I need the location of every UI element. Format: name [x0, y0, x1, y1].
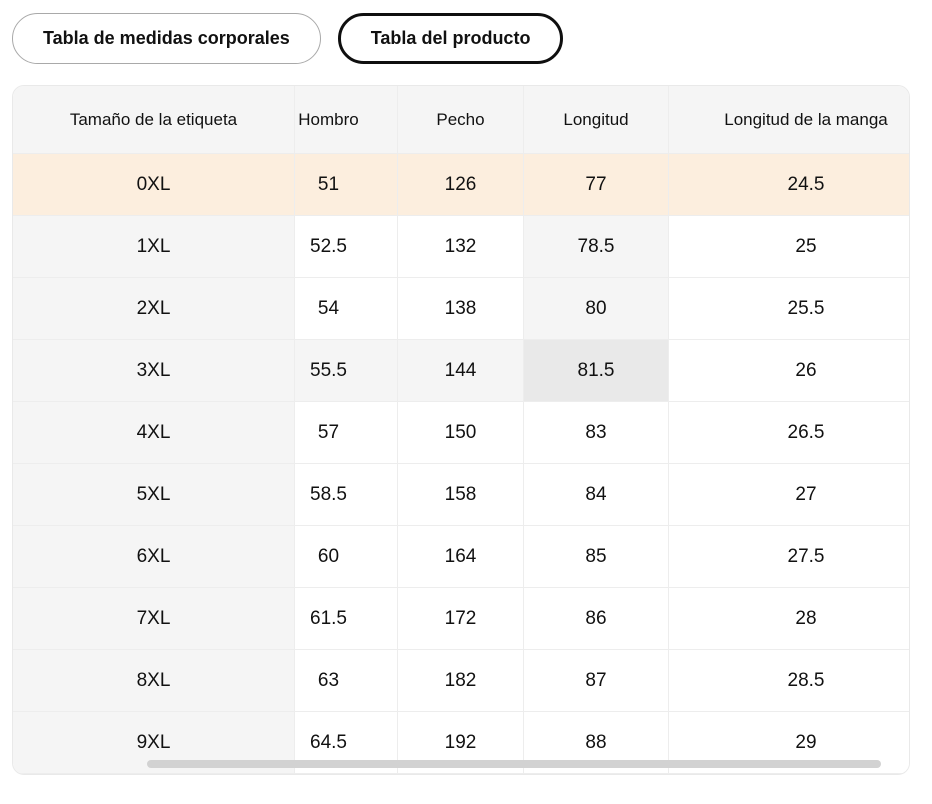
- measurement-cell: 172: [398, 588, 524, 650]
- horizontal-scrollbar-thumb[interactable]: [147, 760, 881, 768]
- size-row-8xl: 8XL 63 182 87 28.5: [13, 650, 909, 712]
- tab-product[interactable]: Tabla del producto: [337, 13, 564, 64]
- row-size-label: 7XL: [13, 588, 295, 650]
- size-row-4xl: 4XL 57 150 83 26.5: [13, 402, 909, 464]
- column-header-longitud: Longitud: [524, 86, 669, 154]
- measurement-cell: 80: [524, 278, 669, 340]
- measurement-cell: 86: [524, 588, 669, 650]
- tab-body-measurements[interactable]: Tabla de medidas corporales: [12, 13, 321, 64]
- size-row-3xl: 3XL 55.5 144 81.5 26: [13, 340, 909, 402]
- measurement-cell: 25.5: [669, 278, 909, 340]
- product-size-table: Tamaño de la etiqueta Hombro Pecho Longitud…: [13, 86, 909, 774]
- size-row-6xl: 6XL 60 164 85 27.5: [13, 526, 909, 588]
- measurement-cell: 81.5: [524, 340, 669, 402]
- measurement-cell: 27: [669, 464, 909, 526]
- row-size-label: 4XL: [13, 402, 295, 464]
- measurement-cell: 77: [524, 154, 669, 216]
- measurement-cell: 87: [524, 650, 669, 712]
- table-scroll-area[interactable]: Tamaño de la etiqueta Hombro Pecho Longitud…: [13, 86, 909, 774]
- measurement-cell: 25: [669, 216, 909, 278]
- size-row-0xl: 0XL 51 126 77 24.5: [13, 154, 909, 216]
- measurement-cell: 26.5: [669, 402, 909, 464]
- measurement-cell: 78.5: [524, 216, 669, 278]
- measurement-cell: 144: [398, 340, 524, 402]
- size-row-2xl: 2XL 54 138 80 25.5: [13, 278, 909, 340]
- column-header-size: Tamaño de la etiqueta: [13, 86, 295, 154]
- row-size-label: 6XL: [13, 526, 295, 588]
- column-header-longitud-de-la-manga: Longitud de la manga: [669, 86, 909, 154]
- measurement-cell: 158: [398, 464, 524, 526]
- size-row-1xl: 1XL 52.5 132 78.5 25: [13, 216, 909, 278]
- measurement-cell: 164: [398, 526, 524, 588]
- row-size-label: 3XL: [13, 340, 295, 402]
- measurement-cell: 138: [398, 278, 524, 340]
- measurement-cell: 150: [398, 402, 524, 464]
- measurement-cell: 83: [524, 402, 669, 464]
- measurement-cell: 27.5: [669, 526, 909, 588]
- measurement-cell: 85: [524, 526, 669, 588]
- measurement-cell: 84: [524, 464, 669, 526]
- size-table-card: Tamaño de la etiqueta Hombro Pecho Longitud…: [12, 85, 910, 775]
- row-size-label: 8XL: [13, 650, 295, 712]
- measurement-cell: 24.5: [669, 154, 909, 216]
- measurement-cell: 28.5: [669, 650, 909, 712]
- row-size-label: 0XL: [13, 154, 295, 216]
- size-row-5xl: 5XL 58.5 158 84 27: [13, 464, 909, 526]
- measurement-cell: 182: [398, 650, 524, 712]
- column-header-pecho: Pecho: [398, 86, 524, 154]
- measurement-cell: 126: [398, 154, 524, 216]
- measurement-cell: 28: [669, 588, 909, 650]
- row-size-label: 5XL: [13, 464, 295, 526]
- table-header-row: Tamaño de la etiqueta Hombro Pecho Longitud…: [13, 86, 909, 154]
- row-size-label: 2XL: [13, 278, 295, 340]
- size-row-7xl: 7XL 61.5 172 86 28: [13, 588, 909, 650]
- row-size-label: 1XL: [13, 216, 295, 278]
- size-chart-tabs: Tabla de medidas corporales Tabla del pr…: [0, 0, 932, 64]
- measurement-cell: 132: [398, 216, 524, 278]
- measurement-cell: 26: [669, 340, 909, 402]
